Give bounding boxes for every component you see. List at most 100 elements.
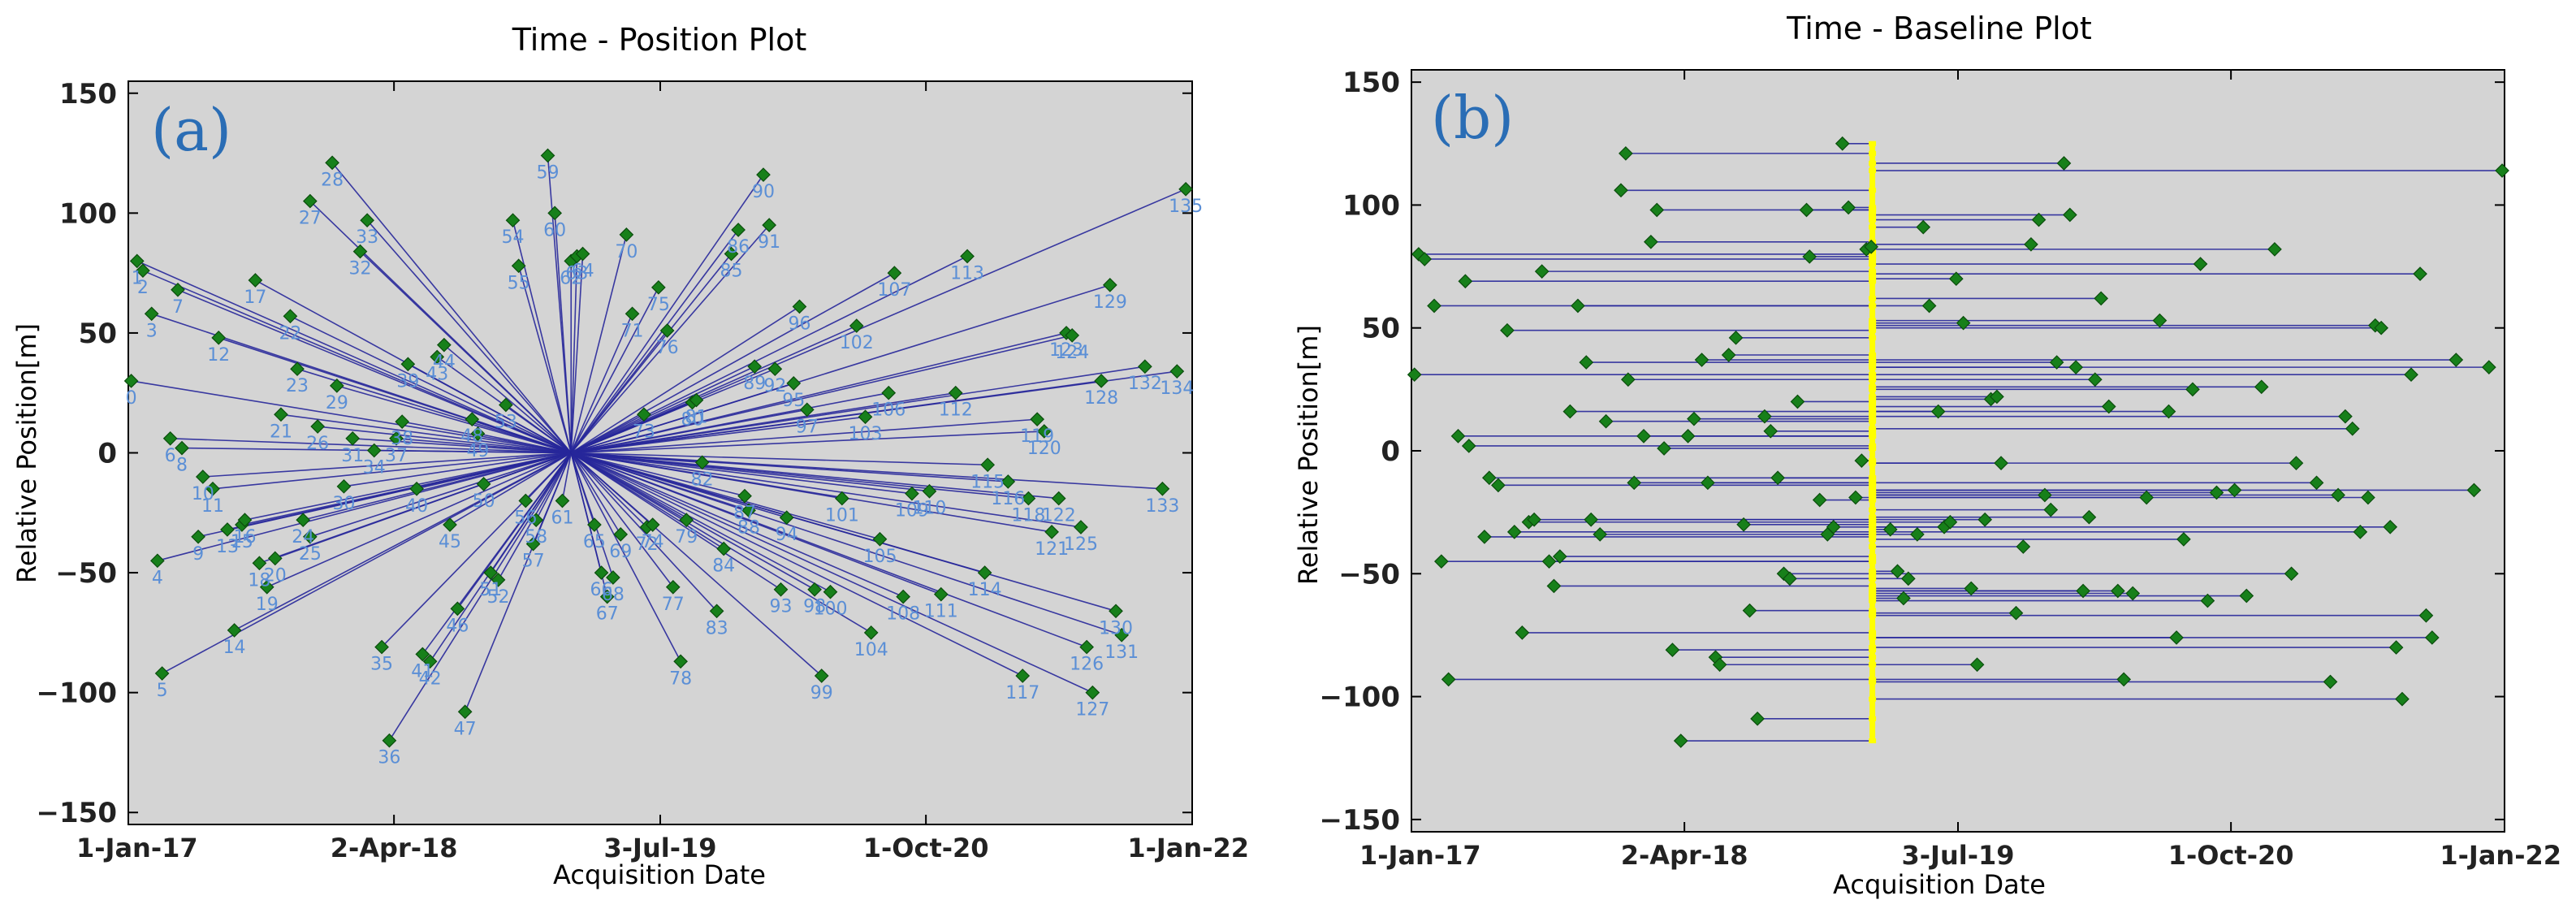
point-label: 34 <box>363 458 386 478</box>
point-marker <box>2309 475 2324 491</box>
point-label: 18 <box>248 570 270 591</box>
point-marker <box>948 385 963 400</box>
master-marker <box>1869 168 1877 174</box>
point-marker <box>741 503 756 518</box>
point-marker <box>1680 428 1696 444</box>
master-marker <box>1869 322 1877 328</box>
point-marker <box>457 704 473 720</box>
point-marker <box>1427 298 1441 314</box>
point-marker <box>594 565 609 580</box>
y-tick-label: −50 <box>55 557 117 590</box>
point-label: 115 <box>970 472 1005 492</box>
point-marker <box>1138 359 1152 374</box>
connection-line <box>571 452 1059 500</box>
connection-line <box>296 368 572 454</box>
x-tick-label: 1-Oct-20 <box>863 833 989 863</box>
connection-line <box>336 385 572 454</box>
point-label: 9 <box>192 544 204 565</box>
point-marker <box>1910 527 1925 542</box>
point-marker <box>325 155 339 171</box>
point-label: 45 <box>439 532 461 552</box>
master-marker <box>1869 630 1877 635</box>
connection-line <box>570 452 614 578</box>
connection-line <box>366 219 572 454</box>
master-marker <box>1869 514 1877 520</box>
connection-line <box>561 452 573 501</box>
point-marker <box>1728 330 1744 345</box>
connection-line <box>570 452 621 535</box>
y-tick-label: −50 <box>1338 558 1400 591</box>
point-marker <box>290 361 305 377</box>
point-marker <box>345 431 361 446</box>
master-marker <box>1869 394 1877 400</box>
point-marker <box>1584 512 1598 527</box>
y-tick-label: −150 <box>1320 804 1400 837</box>
master-marker <box>1869 610 1877 616</box>
point-marker <box>1593 527 1608 542</box>
point-label: 58 <box>525 527 547 547</box>
x-tick-label: 1-Jan-22 <box>2440 840 2561 871</box>
master-marker <box>1869 534 1877 539</box>
point-marker <box>606 570 620 585</box>
connection-line <box>570 188 1186 454</box>
point-marker <box>2043 502 2059 517</box>
connection-line <box>517 266 573 453</box>
point-marker <box>2169 630 2184 645</box>
point-label: 0 <box>126 388 137 409</box>
connection-line <box>532 452 572 544</box>
point-marker <box>1770 470 1785 486</box>
point-label: 113 <box>950 263 984 283</box>
connection-line <box>571 452 1117 612</box>
master-marker <box>1869 428 1877 434</box>
connection-line <box>571 452 1163 490</box>
point-label: 109 <box>895 501 929 521</box>
point-marker <box>529 513 544 527</box>
master-marker <box>1869 677 1877 682</box>
point-label: 77 <box>662 595 685 615</box>
point-label: 57 <box>522 552 545 572</box>
point-marker <box>123 374 139 388</box>
point-marker <box>689 392 704 408</box>
point-marker <box>2395 691 2410 707</box>
point-marker <box>1458 274 1473 289</box>
connection-line <box>218 337 572 454</box>
point-marker <box>430 349 445 365</box>
point-marker <box>1036 424 1052 439</box>
point-marker <box>659 323 675 338</box>
point-label: 101 <box>825 506 859 526</box>
point-marker <box>2049 355 2064 370</box>
point-label: 56 <box>514 508 537 529</box>
point-label: 118 <box>1011 506 1045 526</box>
point-label: 22 <box>279 323 301 344</box>
point-marker <box>807 582 822 597</box>
connection-line <box>571 452 1052 533</box>
point-marker <box>1481 470 1497 486</box>
x-tick-label: 1-Jan-17 <box>76 833 198 863</box>
master-marker <box>1869 360 1877 366</box>
point-marker <box>799 402 815 418</box>
point-marker <box>409 481 424 496</box>
master-marker <box>1869 271 1877 277</box>
point-marker <box>645 517 660 532</box>
point-label: 14 <box>223 638 246 658</box>
master-marker <box>1869 645 1877 651</box>
connection-line <box>570 452 1087 648</box>
point-marker <box>1562 404 1578 419</box>
point-marker <box>881 385 897 400</box>
point-label: 55 <box>508 273 530 293</box>
point-marker <box>2024 236 2038 252</box>
master-marker <box>1869 207 1877 213</box>
point-label: 133 <box>1145 496 1179 517</box>
point-marker <box>2383 519 2398 534</box>
connection-line <box>571 452 988 466</box>
master-marker <box>1869 716 1877 721</box>
y-tick-label: 0 <box>1381 435 1400 468</box>
point-marker <box>2152 313 2168 328</box>
baseline-plot-panel: Time - Baseline Plot 150 100 50 0 −50 −100 −15… <box>1293 11 2561 900</box>
point-label: 25 <box>299 544 322 565</box>
master-marker <box>1869 544 1877 550</box>
point-label: 35 <box>370 655 393 675</box>
point-marker <box>302 193 318 209</box>
connection-line <box>505 404 572 454</box>
